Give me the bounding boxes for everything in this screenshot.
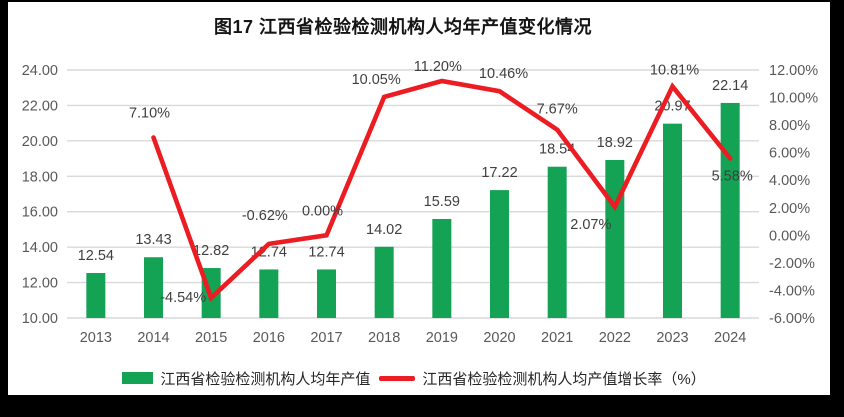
y-axis-right-tick-label: 6.00% bbox=[769, 146, 810, 162]
growth-rate-line bbox=[151, 78, 733, 302]
bar-value-label: 13.43 bbox=[135, 232, 171, 248]
y-axis-right-tick-label: -2.00% bbox=[769, 256, 815, 272]
chart-title: 图17 江西省检验检测机构人均年产值变化情况 bbox=[213, 17, 593, 37]
bar-2017 bbox=[317, 269, 336, 318]
bar-2014 bbox=[144, 257, 163, 318]
y-axis-right-tick-label: 10.00% bbox=[769, 91, 818, 107]
x-axis-tick-label: 2015 bbox=[195, 330, 227, 346]
growth-value-label: 0.00% bbox=[302, 203, 343, 219]
legend-item-line-series: 江西省检验检测机构人均产值增长率（%） bbox=[379, 368, 706, 389]
bar-2023 bbox=[663, 123, 682, 318]
x-axis-tick-label: 2024 bbox=[714, 330, 746, 346]
y-axis-right-tick-label: -4.00% bbox=[769, 283, 815, 299]
y-axis-right-tick-label: 4.00% bbox=[769, 173, 810, 189]
bar-series-swatch-icon bbox=[122, 372, 154, 384]
growth-value-label: 7.67% bbox=[537, 102, 578, 118]
x-axis-tick-label: 2023 bbox=[656, 330, 688, 346]
bar-value-label: 15.59 bbox=[424, 194, 460, 210]
y-axis-left-tick-label: 16.00 bbox=[22, 205, 58, 221]
bar-2019 bbox=[432, 218, 452, 318]
x-axis-tick-label: 2018 bbox=[368, 330, 400, 346]
y-axis-left-tick-label: 18.00 bbox=[22, 169, 58, 185]
growth-value-label: -0.62% bbox=[242, 208, 288, 224]
x-axis-tick-label: 2013 bbox=[80, 330, 112, 346]
bar-value-label: 17.22 bbox=[481, 165, 517, 181]
bar-2020 bbox=[490, 190, 509, 318]
growth-value-label: 10.05% bbox=[352, 72, 401, 88]
bar-value-label: 18.54 bbox=[539, 142, 575, 158]
bar-value-label: 12.74 bbox=[308, 244, 344, 260]
x-axis-tick-label: 2022 bbox=[599, 330, 631, 346]
growth-value-label: -4.54% bbox=[160, 290, 206, 306]
y-axis-left-tick-label: 24.00 bbox=[22, 63, 58, 79]
x-axis-tick-label: 2016 bbox=[253, 330, 285, 346]
y-axis-left-tick-label: 10.00 bbox=[22, 311, 58, 327]
legend-item-bar-series: 江西省检验检测机构人均年产值 bbox=[122, 368, 370, 389]
bar-2022 bbox=[605, 159, 625, 318]
line-series-swatch-icon bbox=[379, 375, 416, 381]
y-axis-right-tick-label: 12.00% bbox=[769, 63, 818, 79]
x-axis-tick-label: 2021 bbox=[541, 330, 573, 346]
bar-2021 bbox=[547, 166, 567, 318]
y-axis-right-tick-label: 2.00% bbox=[769, 201, 810, 217]
y-axis-left-tick-label: 20.00 bbox=[22, 134, 58, 150]
y-axis-right-tick-label: -6.00% bbox=[769, 311, 815, 327]
bar-2024 bbox=[720, 102, 740, 318]
legend-label-bar-series: 江西省检验检测机构人均年产值 bbox=[160, 370, 371, 388]
bar-value-label: 12.74 bbox=[251, 244, 287, 260]
growth-value-label: 10.46% bbox=[479, 66, 528, 82]
growth-value-label: 11.20% bbox=[414, 59, 462, 75]
legend: 江西省检验检测机构人均年产值 江西省检验检测机构人均产值增长率（%） bbox=[8, 365, 820, 391]
x-axis-tick-label: 2014 bbox=[137, 330, 169, 346]
y-axis-right-tick-label: 8.00% bbox=[769, 118, 810, 134]
bar-value-label: 12.54 bbox=[78, 248, 114, 264]
growth-value-label: 7.10% bbox=[129, 106, 170, 122]
x-axis-tick-label: 2019 bbox=[426, 330, 458, 346]
bar-2016 bbox=[259, 269, 279, 318]
growth-value-label: 2.07% bbox=[570, 217, 611, 233]
x-axis-tick-label: 2020 bbox=[483, 330, 515, 346]
x-axis-tick-label: 2017 bbox=[310, 330, 342, 346]
growth-value-label: 5.58% bbox=[712, 168, 753, 184]
bar-2013 bbox=[86, 273, 106, 318]
y-axis-left-tick-label: 22.00 bbox=[22, 98, 58, 114]
chart-canvas bbox=[8, 2, 830, 395]
y-axis-left-tick-label: 12.00 bbox=[22, 276, 58, 292]
growth-value-label: 10.81% bbox=[650, 62, 699, 78]
bar-value-label: 22.14 bbox=[712, 78, 748, 94]
legend-label-line-series: 江西省检验检测机构人均产值增长率（%） bbox=[422, 370, 706, 388]
y-axis-left-tick-label: 14.00 bbox=[22, 240, 58, 256]
y-axis-right-tick-label: 0.00% bbox=[769, 228, 810, 244]
bar-2018 bbox=[374, 246, 394, 318]
bar-value-label: 14.02 bbox=[366, 222, 402, 238]
bar-value-label: 12.82 bbox=[193, 243, 229, 259]
bar-value-label: 18.92 bbox=[597, 135, 633, 151]
